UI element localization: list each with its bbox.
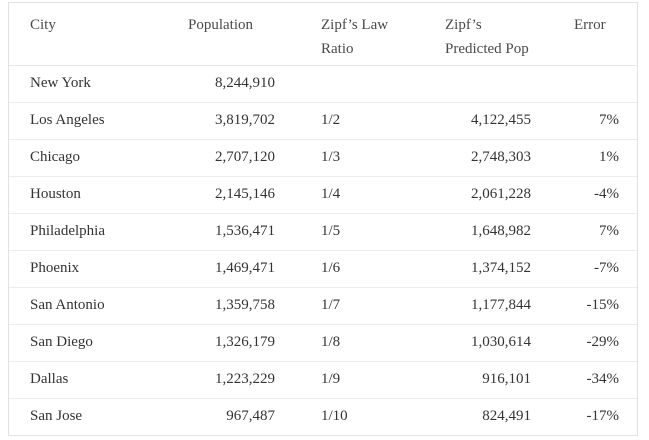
table-row: Chicago 2,707,120 1/3 2,748,303 1% — [9, 139, 637, 177]
cell-zipf-ratio: 1/5 — [275, 213, 427, 251]
header-population: Population — [177, 3, 275, 66]
cell-population: 1,326,179 — [177, 324, 275, 362]
cell-population: 2,145,146 — [177, 176, 275, 214]
table-row: Phoenix 1,469,471 1/6 1,374,152 -7% — [9, 250, 637, 288]
cell-population: 1,359,758 — [177, 287, 275, 325]
cell-predicted-pop: 2,748,303 — [427, 139, 531, 177]
cell-city: Dallas — [9, 361, 177, 399]
cell-city: San Diego — [9, 324, 177, 362]
cell-predicted-pop: 1,177,844 — [427, 287, 531, 325]
cell-zipf-ratio: 1/6 — [275, 250, 427, 288]
table-row: Philadelphia 1,536,471 1/5 1,648,982 7% — [9, 213, 637, 251]
cell-error: -7% — [531, 250, 637, 288]
table-row: San Diego 1,326,179 1/8 1,030,614 -29% — [9, 324, 637, 362]
cell-predicted-pop: 1,030,614 — [427, 324, 531, 362]
cell-city: Phoenix — [9, 250, 177, 288]
cell-zipf-ratio: 1/9 — [275, 361, 427, 399]
header-predicted-line1: Zipf’s — [445, 17, 482, 33]
cell-zipf-ratio: 1/3 — [275, 139, 427, 177]
cell-error: -4% — [531, 176, 637, 214]
cell-zipf-ratio — [275, 65, 427, 103]
cell-zipf-ratio: 1/8 — [275, 324, 427, 362]
table-row: Dallas 1,223,229 1/9 916,101 -34% — [9, 361, 637, 399]
cell-predicted-pop: 1,374,152 — [427, 250, 531, 288]
cell-predicted-pop: 1,648,982 — [427, 213, 531, 251]
header-city: City — [9, 3, 177, 66]
table-body: New York 8,244,910 Los Angeles 3,819,702 1/2… — [9, 65, 637, 435]
table-row: San Antonio 1,359,758 1/7 1,177,844 -15% — [9, 287, 637, 325]
cell-population: 2,707,120 — [177, 139, 275, 177]
cell-error: 1% — [531, 139, 637, 177]
cell-zipf-ratio: 1/4 — [275, 176, 427, 214]
cell-predicted-pop: 824,491 — [482, 408, 531, 425]
cell-predicted-pop: 4,122,455 — [427, 102, 531, 140]
cell-predicted-pop: 2,061,228 — [427, 176, 531, 214]
header-error: Error — [531, 3, 637, 66]
cell-population: 1,223,229 — [177, 361, 275, 399]
cell-city: New York — [9, 65, 177, 103]
table-row: San Jose 967,487 1/10 824,491 -17% — [9, 398, 637, 435]
cell-population: 3,819,702 — [177, 102, 275, 140]
cell-city: Philadelphia — [9, 213, 177, 251]
table-row: New York 8,244,910 — [9, 65, 637, 103]
cell-city: San Antonio — [9, 287, 177, 325]
cell-city: Houston — [9, 176, 177, 214]
header-zipf-ratio: Zipf’s Law Ratio — [275, 3, 427, 66]
cell-error: -15% — [531, 287, 637, 325]
header-zipf-ratio-line1: Zipf’s Law — [321, 17, 389, 33]
cell-population: 967,487 — [226, 408, 275, 425]
cell-error — [531, 65, 637, 103]
cell-predicted-pop — [427, 65, 531, 103]
cell-error: -34% — [531, 361, 637, 399]
cell-city: San Jose — [30, 408, 83, 425]
cell-city: Chicago — [9, 139, 177, 177]
cell-error: -29% — [531, 324, 637, 362]
cell-zipf-ratio: 1/7 — [275, 287, 427, 325]
header-predicted-line2: Predicted Pop — [445, 41, 529, 57]
table-row: Houston 2,145,146 1/4 2,061,228 -4% — [9, 176, 637, 214]
cell-population: 8,244,910 — [177, 65, 275, 103]
zipf-law-table: City Population Zipf’s Law Ratio Zipf’s … — [9, 3, 637, 435]
table-header: City Population Zipf’s Law Ratio Zipf’s … — [9, 3, 637, 66]
table-row: Los Angeles 3,819,702 1/2 4,122,455 7% — [9, 102, 637, 140]
table-frame — [8, 2, 638, 436]
cell-population: 1,469,471 — [177, 250, 275, 288]
cell-error: 7% — [531, 102, 637, 140]
cell-zipf-ratio: 1/10 — [321, 408, 348, 425]
cell-error: 7% — [531, 213, 637, 251]
header-predicted-pop: Zipf’s Predicted Pop — [427, 3, 531, 66]
header-zipf-ratio-line2: Ratio — [321, 41, 354, 57]
cell-predicted-pop: 916,101 — [427, 361, 531, 399]
cell-error: -17% — [586, 408, 620, 425]
cell-city: Los Angeles — [9, 102, 177, 140]
cell-zipf-ratio: 1/2 — [275, 102, 427, 140]
cell-population: 1,536,471 — [177, 213, 275, 251]
header-row: City Population Zipf’s Law Ratio Zipf’s … — [9, 3, 637, 66]
